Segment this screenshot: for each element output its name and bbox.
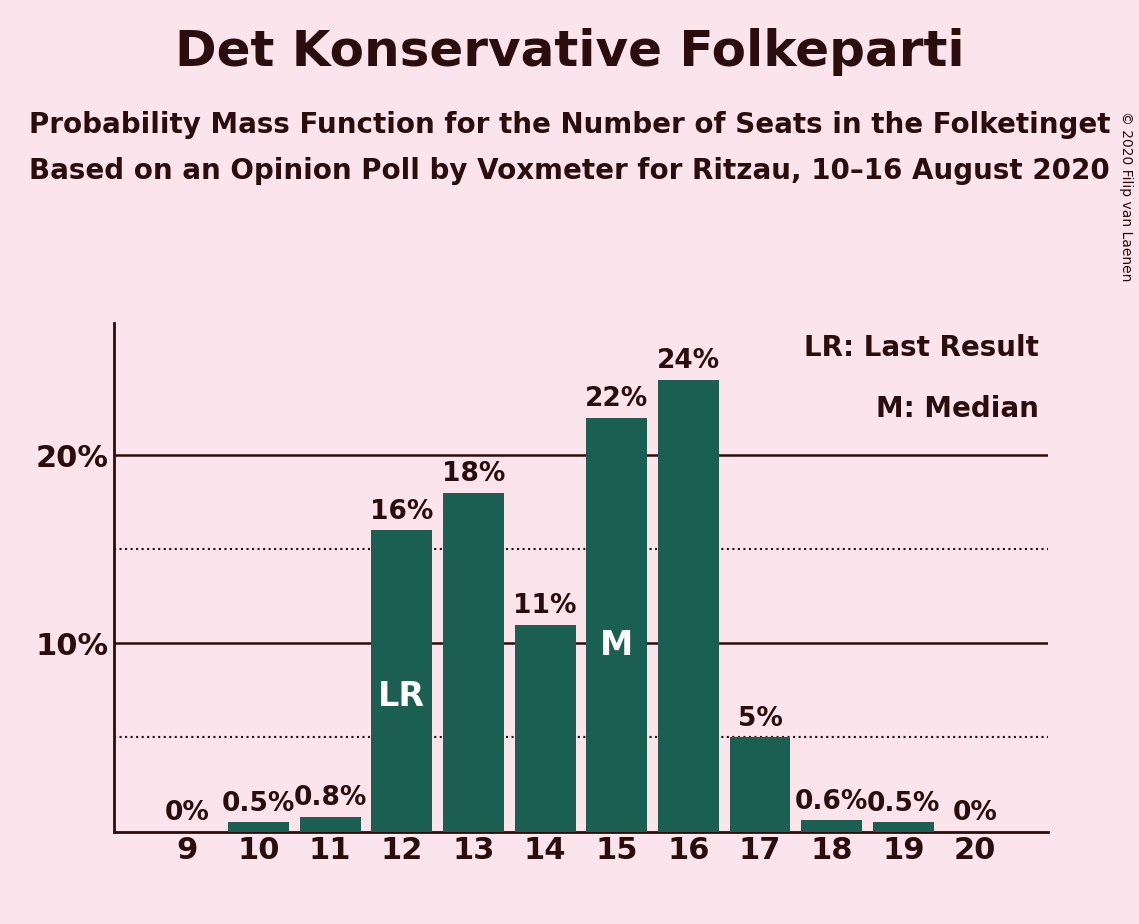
- Text: 0.8%: 0.8%: [294, 784, 367, 811]
- Text: 0%: 0%: [952, 800, 998, 826]
- Bar: [443, 492, 503, 832]
- Text: M: Median: M: Median: [876, 395, 1039, 422]
- Text: 22%: 22%: [585, 386, 648, 412]
- Text: Det Konservative Folkeparti: Det Konservative Folkeparti: [174, 28, 965, 76]
- Bar: [515, 625, 575, 832]
- Text: LR: Last Result: LR: Last Result: [804, 334, 1039, 361]
- Bar: [658, 380, 719, 832]
- Text: Probability Mass Function for the Number of Seats in the Folketinget: Probability Mass Function for the Number…: [28, 111, 1111, 139]
- Text: 24%: 24%: [657, 348, 720, 374]
- Bar: [730, 737, 790, 832]
- Text: 16%: 16%: [370, 499, 434, 525]
- Bar: [228, 822, 289, 832]
- Text: 0.6%: 0.6%: [795, 789, 868, 815]
- Bar: [300, 817, 361, 832]
- Bar: [371, 530, 432, 832]
- Text: 5%: 5%: [738, 706, 782, 732]
- Text: 0.5%: 0.5%: [222, 791, 295, 817]
- Text: M: M: [600, 628, 633, 662]
- Bar: [872, 822, 934, 832]
- Text: Based on an Opinion Poll by Voxmeter for Ritzau, 10–16 August 2020: Based on an Opinion Poll by Voxmeter for…: [30, 157, 1109, 185]
- Text: 0%: 0%: [164, 800, 210, 826]
- Text: 11%: 11%: [514, 593, 576, 619]
- Text: © 2020 Filip van Laenen: © 2020 Filip van Laenen: [1120, 111, 1133, 281]
- Bar: [801, 821, 862, 832]
- Text: 0.5%: 0.5%: [867, 791, 940, 817]
- Text: LR: LR: [378, 679, 425, 712]
- Bar: [587, 418, 647, 832]
- Text: 18%: 18%: [442, 461, 505, 487]
